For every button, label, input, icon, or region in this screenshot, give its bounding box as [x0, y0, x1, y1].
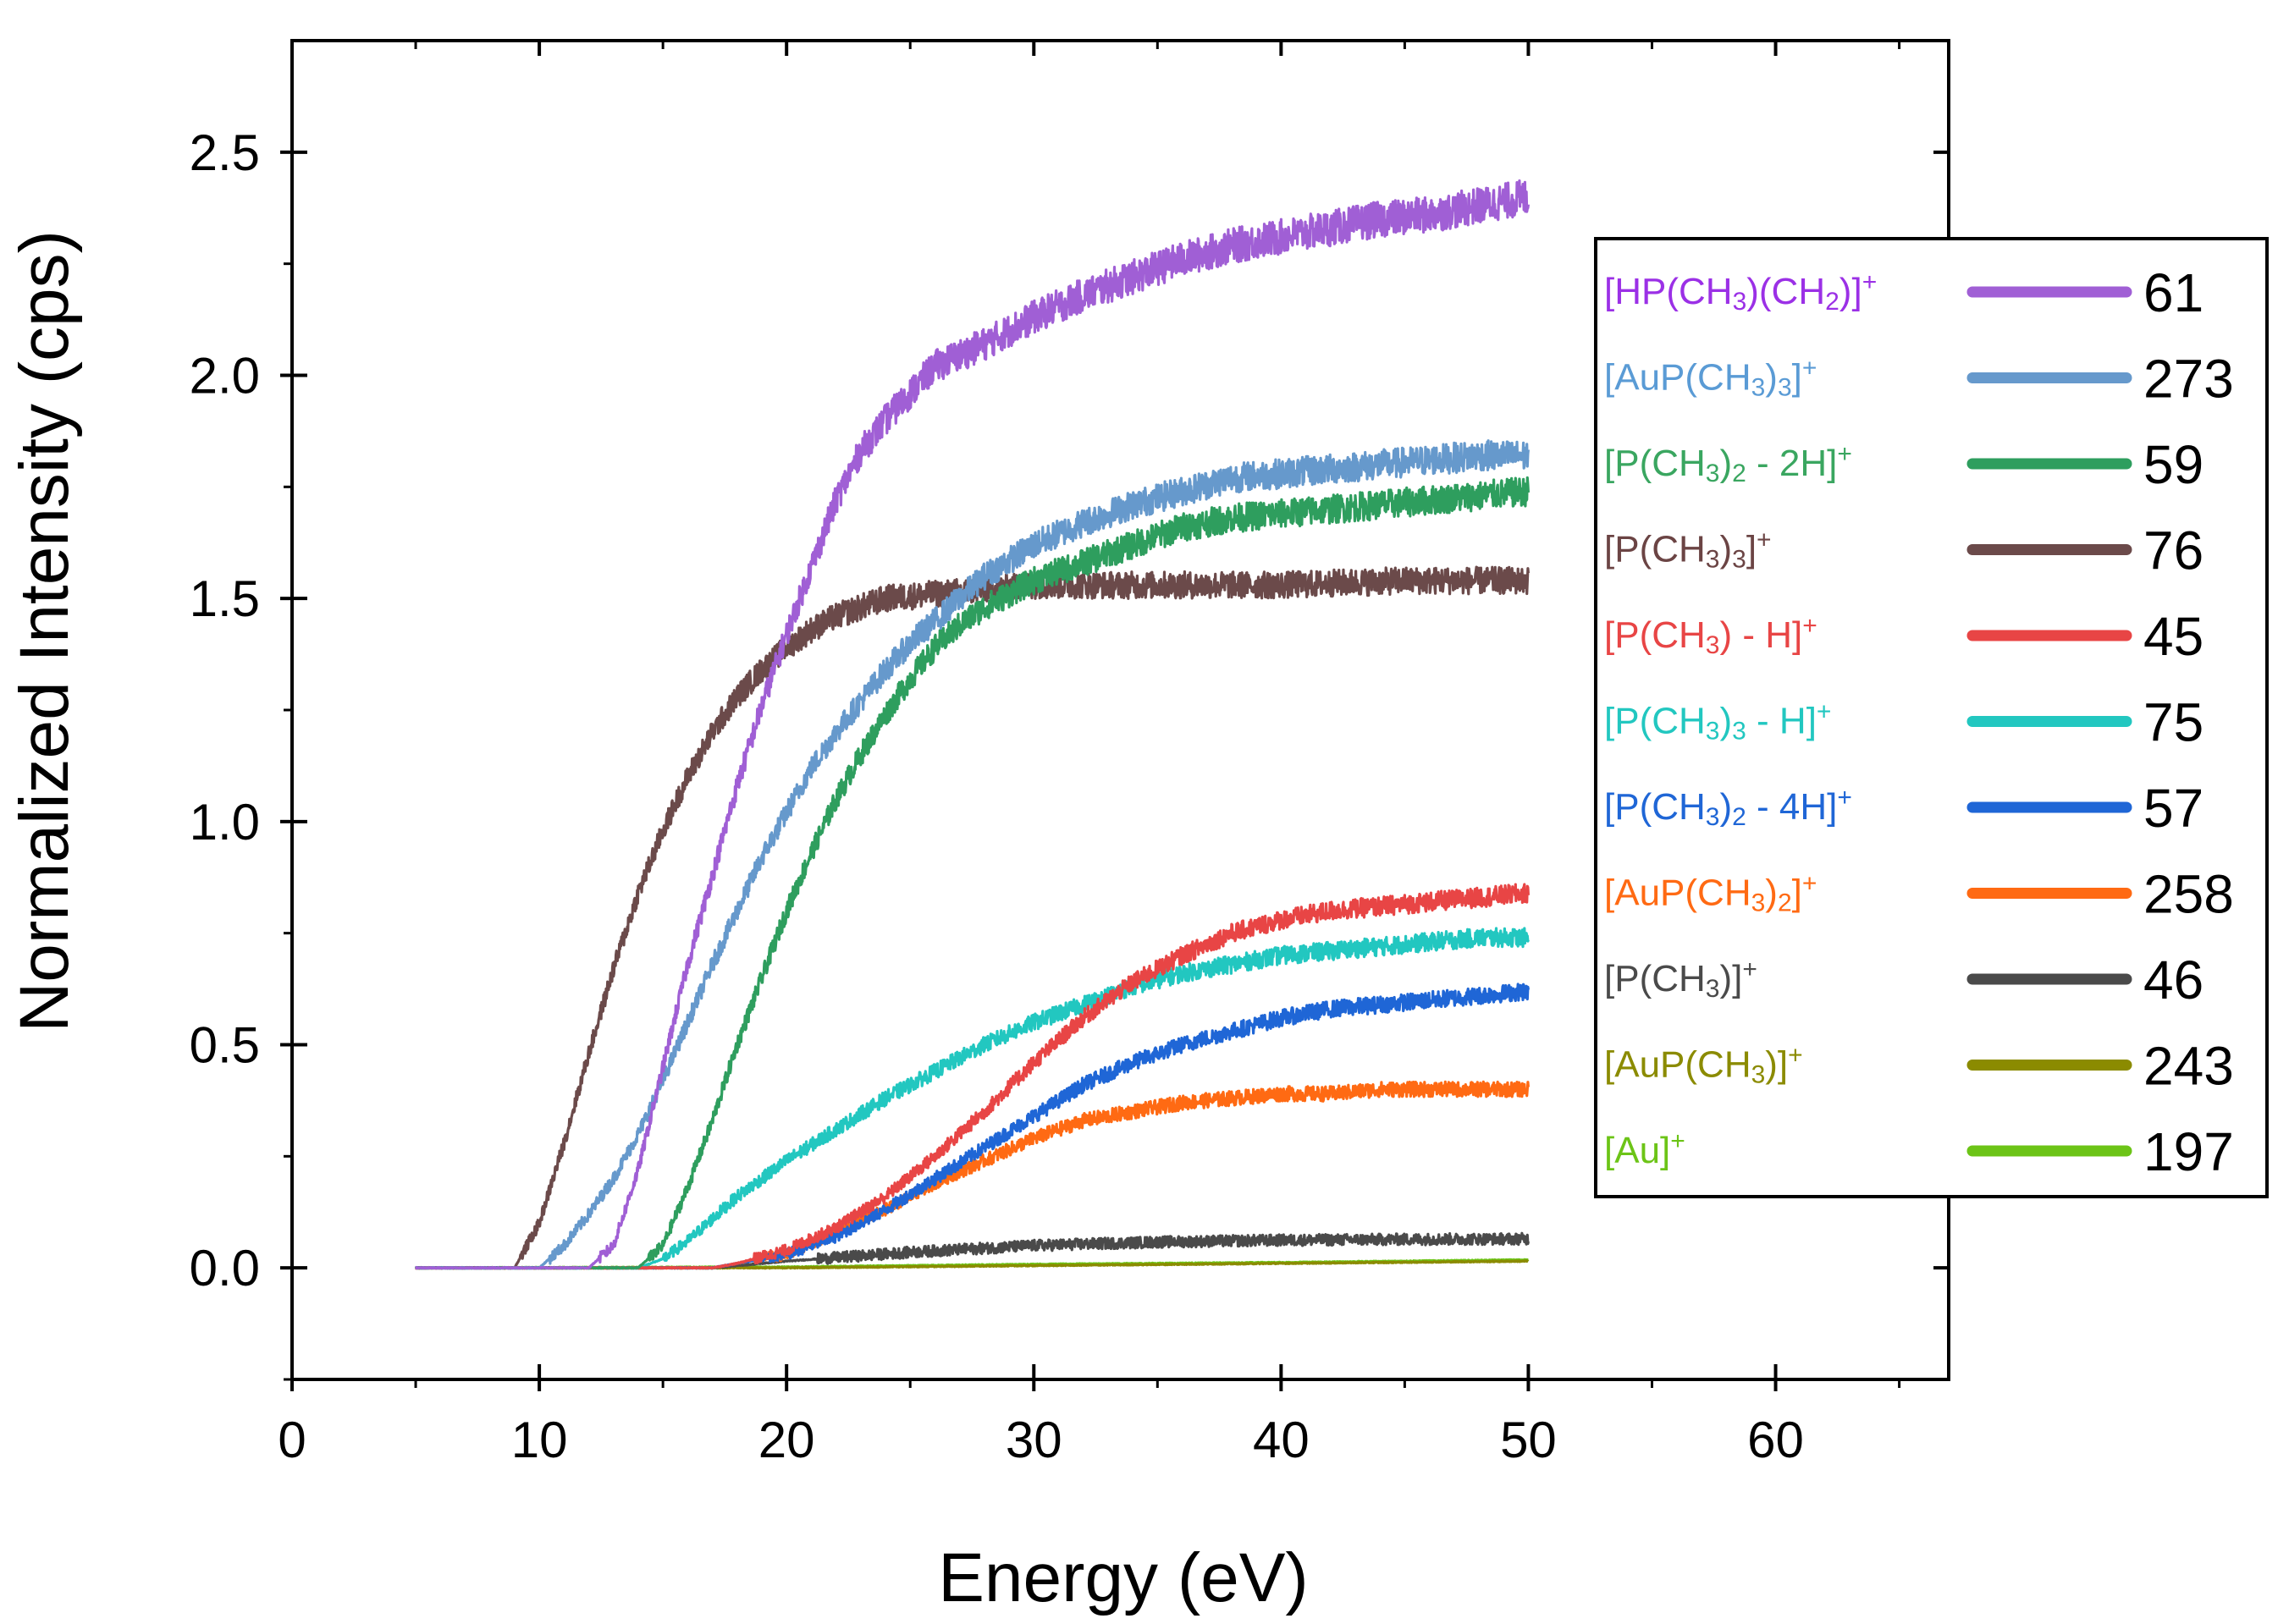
- legend-entry: [AuP(CH3)2]+ 258: [1604, 864, 2234, 925]
- legend-mass: 76: [2143, 520, 2204, 581]
- legend-entry: [P(CH3)3]+ 76: [1604, 520, 2204, 581]
- legend: [HP(CH3)(CH2)]+ 61 [AuP(CH3)3]+ 273 [P(CH3)2…: [1594, 237, 2269, 1198]
- x-axis-title: Energy (eV): [938, 1539, 1309, 1616]
- legend-entry: [AuP(CH3)]+ 243: [1604, 1036, 2234, 1097]
- legend-entry: [P(CH3) - H]+ 45: [1604, 606, 2204, 667]
- legend-entry: [AuP(CH3)3]+ 273: [1604, 349, 2234, 410]
- legend-mass: 197: [2143, 1121, 2234, 1182]
- legend-label: [P(CH3) - H]+: [1604, 612, 1817, 659]
- series-line: [414, 476, 1530, 1270]
- legend-label: [P(CH3)2 - 4H]+: [1604, 784, 1852, 831]
- legend-mass: 59: [2143, 434, 2204, 495]
- x-tick-label: 10: [511, 1412, 568, 1468]
- legend-entry: [P(CH3)3 - H]+ 75: [1604, 692, 2204, 753]
- legend-label: [HP(CH3)(CH2)]+: [1604, 268, 1877, 316]
- x-tick-label: 0: [278, 1412, 306, 1468]
- legend-mass: 75: [2143, 692, 2204, 753]
- legend-box: [1594, 237, 2269, 1198]
- legend-label: [P(CH3)]+: [1604, 955, 1757, 1003]
- legend-mass: 46: [2143, 950, 2204, 1010]
- x-tick-label: 50: [1500, 1412, 1557, 1468]
- tick-labels: 0 10 20 30 40 50 60 0.0 0.5 1.0 1.5 2.0 2.5: [190, 124, 1804, 1468]
- legend-entry: [P(CH3)]+ 46: [1604, 950, 2204, 1010]
- y-tick-label: 0.5: [190, 1017, 260, 1074]
- y-tick-label: 1.0: [190, 794, 260, 851]
- legend-label: [Au]+: [1604, 1127, 1685, 1172]
- legend-entry: [Au]+ 197: [1604, 1121, 2234, 1182]
- legend-label: [P(CH3)2 - 2H]+: [1604, 440, 1852, 487]
- legend-mass: 61: [2143, 262, 2204, 323]
- legend-mass: 45: [2143, 606, 2204, 667]
- legend-mass: 57: [2143, 778, 2204, 839]
- legend-label: [AuP(CH3)2]+: [1604, 869, 1817, 917]
- series-layer: [414, 179, 1530, 1270]
- legend-label: [P(CH3)3]+: [1604, 526, 1772, 573]
- x-tick-label: 20: [758, 1412, 815, 1468]
- legend-label: [AuP(CH3)3]+: [1604, 354, 1817, 401]
- legend-label: [AuP(CH3)]+: [1604, 1041, 1803, 1088]
- y-tick-label: 2.5: [190, 124, 260, 181]
- x-tick-label: 30: [1006, 1412, 1062, 1468]
- series-line: [415, 179, 1530, 1270]
- legend-mass: 258: [2143, 864, 2234, 925]
- legend-label: [P(CH3)3 - H]+: [1604, 697, 1831, 745]
- legend-mass: 243: [2143, 1036, 2234, 1097]
- series-line: [415, 439, 1530, 1270]
- legend-entry: [HP(CH3)(CH2)]+ 61: [1604, 262, 2204, 323]
- y-tick-label: 0.0: [190, 1240, 260, 1296]
- x-tick-label: 40: [1253, 1412, 1310, 1468]
- y-axis-title: Normalized Intensity (cps): [6, 230, 83, 1032]
- y-tick-label: 1.5: [190, 570, 260, 627]
- x-tick-label: 60: [1747, 1412, 1804, 1468]
- legend-mass: 273: [2143, 349, 2234, 410]
- legend-entry: [P(CH3)2 - 4H]+ 57: [1604, 778, 2204, 839]
- y-tick-label: 2.0: [190, 348, 260, 405]
- legend-entry: [P(CH3)2 - 2H]+ 59: [1604, 434, 2204, 495]
